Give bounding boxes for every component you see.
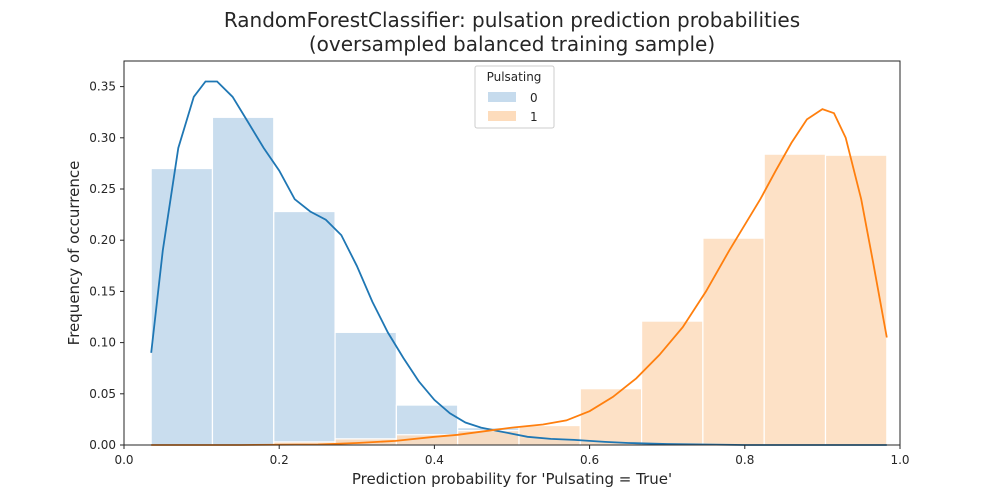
chart-title-line1: RandomForestClassifier: pulsation predic… [224,8,800,32]
y-tick-label: 0.05 [89,387,116,401]
kde-line-0 [150,80,887,446]
legend-title: Pulsating [487,70,542,84]
bar-series-1-bin-10 [763,153,827,446]
legend: Pulsating 0 1 [474,65,555,129]
x-tick-label: 0.2 [270,453,289,467]
y-tick-label: 0.15 [89,284,116,298]
bar-series-1-bin-11 [824,154,888,446]
y-tick-label: 0.25 [89,182,116,196]
y-tick-label: 0.00 [89,438,116,452]
x-axis-label: Prediction probability for 'Pulsating = … [352,470,672,488]
y-tick-label: 0.20 [89,233,116,247]
bar-series-1-bin-8 [640,320,704,446]
bar-series-1-bin-9 [702,237,765,446]
legend-swatch-1 [488,111,516,121]
legend-swatch-0 [488,92,516,102]
bar-series-0-bin-1 [211,116,275,446]
x-tick-label: 0.4 [425,453,444,467]
y-axis-label: Frequency of occurrence [65,161,83,346]
y-tick-label: 0.10 [89,336,116,350]
x-tick-label: 0.6 [580,453,599,467]
bar-series-0-bin-0 [150,167,214,446]
x-tick-label: 1.0 [890,453,909,467]
chart-title-line2: (oversampled balanced training sample) [309,32,715,56]
x-axis-ticks: 0.0 0.2 0.4 0.6 0.8 1.0 [114,445,910,467]
x-tick-label: 0.8 [735,453,754,467]
y-axis-ticks: 0.00 0.05 0.10 0.15 0.20 0.25 0.30 0.35 [89,80,124,452]
bar-series-1-bin-6 [518,424,581,446]
legend-label-0: 0 [530,91,538,105]
y-tick-label: 0.35 [89,80,116,94]
bar-series-0-bin-3 [334,331,397,446]
x-tick-label: 0.0 [114,453,133,467]
y-tick-label: 0.30 [89,131,116,145]
bar-series-0-bin-2 [273,210,336,446]
kde-line-1 [151,108,888,446]
legend-label-1: 1 [530,110,538,124]
kde-curves [150,80,888,446]
plot-frame [123,60,901,446]
histogram-bars [150,116,888,446]
